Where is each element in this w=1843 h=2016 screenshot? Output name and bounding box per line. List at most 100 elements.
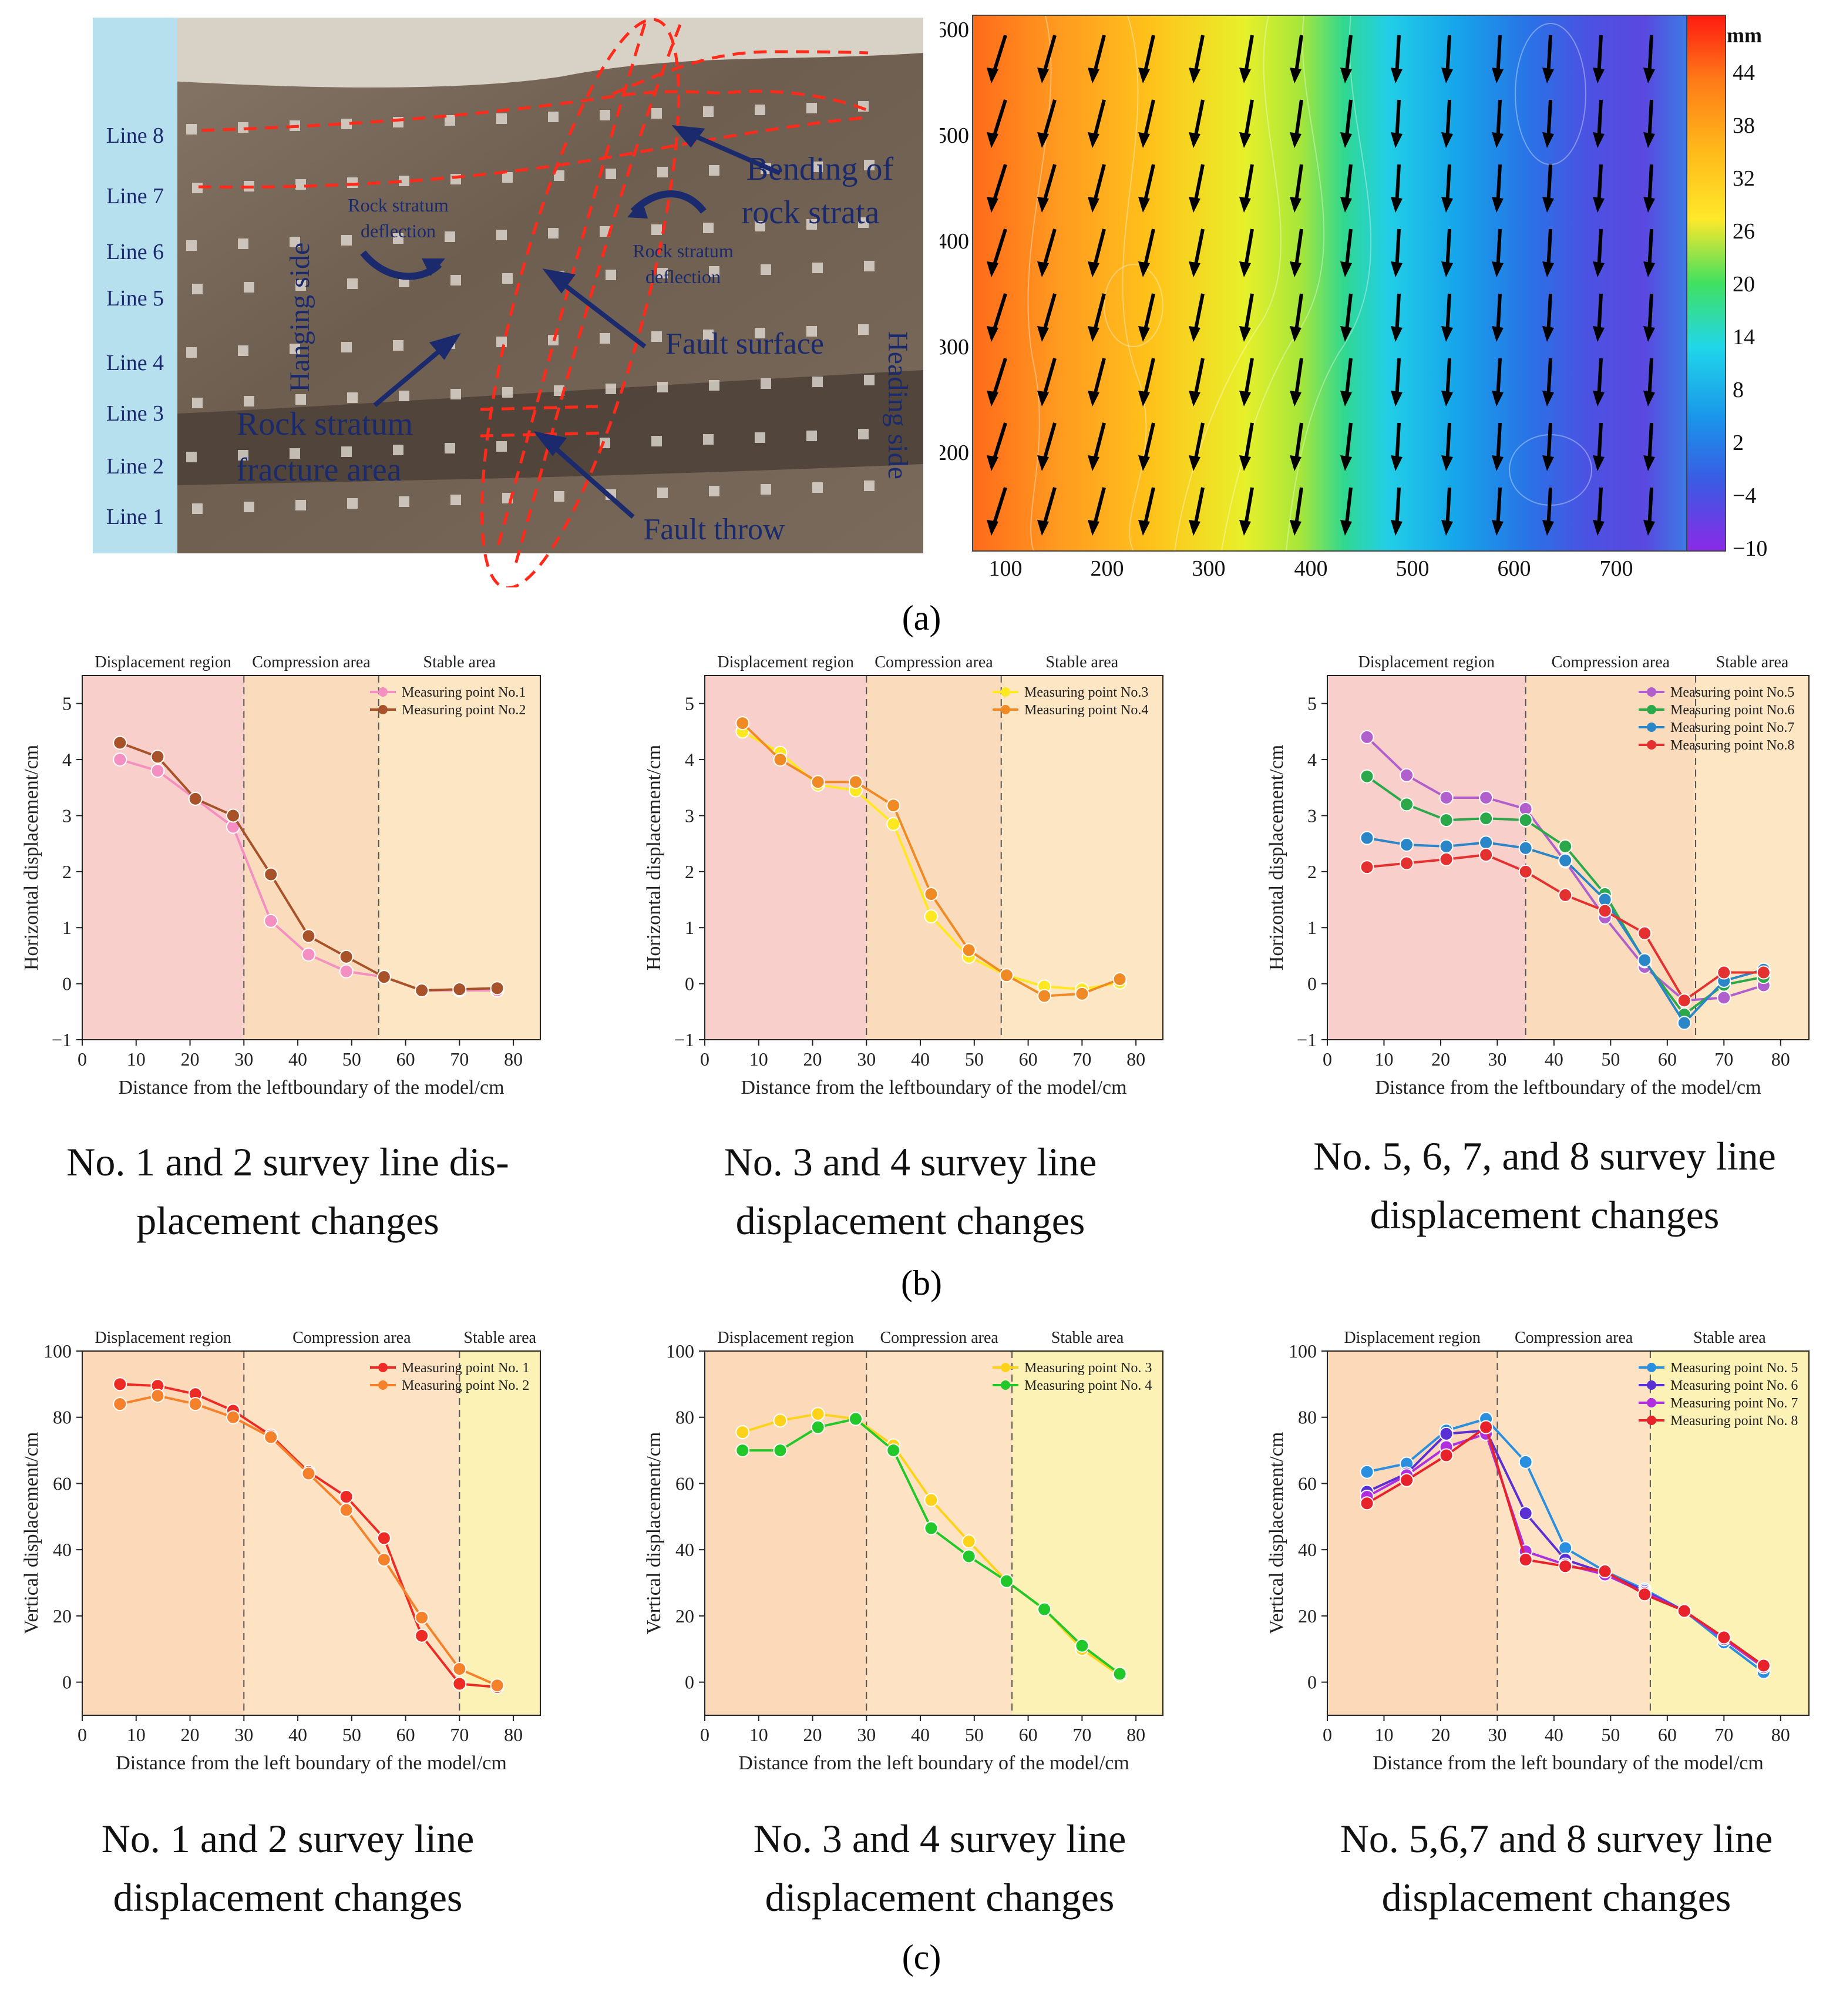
measurement-dot: [606, 270, 616, 280]
bending-label-1: Bending of: [746, 151, 894, 187]
y-tick-label: 0: [62, 973, 72, 994]
measurement-dot: [554, 170, 564, 181]
legend-swatch-marker: [1647, 687, 1656, 697]
measurement-dot: [186, 240, 197, 251]
data-point: [924, 887, 939, 901]
x-tick-label: 0: [700, 1049, 709, 1070]
plot-frame: [704, 675, 1163, 1040]
data-point: [1598, 903, 1612, 918]
legend-label: Measuring point No. 4: [1024, 1378, 1152, 1393]
data-point: [735, 716, 750, 731]
region-label: Stable area: [463, 1329, 536, 1347]
data-point: [1677, 1604, 1691, 1618]
y-tick-label: 2: [1307, 861, 1317, 882]
data-point: [1360, 769, 1374, 784]
line-5-label: Line 5: [106, 286, 164, 311]
data-point: [415, 983, 429, 998]
data-point: [1075, 986, 1089, 1001]
vector-arrowhead: [1290, 261, 1301, 277]
data-point: [1598, 1564, 1612, 1578]
line-8-label: Line 8: [106, 123, 164, 148]
data-point: [848, 775, 863, 789]
data-point: [961, 943, 976, 957]
plot-frame: [1327, 675, 1810, 1040]
region-band: [378, 676, 540, 1040]
region-label: Compression area: [292, 1329, 411, 1347]
line-2-label: Line 2: [106, 454, 164, 479]
legend-label: Measuring point No.8: [1670, 738, 1794, 753]
caption-c3: No. 5,6,7 and 8 survey line displacement…: [1269, 1809, 1843, 1927]
colorbar-tick: 8: [1733, 378, 1744, 402]
x-tick-label: 30: [234, 1049, 253, 1070]
data-point: [113, 1397, 127, 1412]
measurement-dot: [657, 382, 668, 392]
region-band: [705, 1351, 867, 1715]
measurement-dot: [657, 167, 668, 177]
fracture-label-2: fracture area: [236, 452, 401, 488]
y-tick-label: 40: [1298, 1539, 1317, 1560]
fault-throw-upper: [480, 405, 598, 411]
line-4-label: Line 4: [106, 351, 164, 375]
vector-arrowhead: [1088, 391, 1099, 406]
legend-swatch-marker: [1647, 723, 1656, 732]
x-tick-label: 60: [1658, 1724, 1677, 1745]
vector-arrowhead: [1593, 68, 1605, 83]
fault-line-left: [496, 23, 647, 547]
vector-arrowhead: [1239, 197, 1251, 213]
y-tick-label: 80: [1298, 1407, 1317, 1428]
y-tick-label: 20: [1298, 1605, 1317, 1627]
vector-arrowhead: [1391, 261, 1403, 277]
legend-label: Measuring point No.4: [1024, 703, 1148, 718]
legend-label: Measuring point No. 6: [1670, 1378, 1798, 1393]
x-tick-label: 70: [1072, 1049, 1091, 1070]
data-point: [376, 970, 391, 985]
region-band: [1012, 1351, 1163, 1715]
vector-arrowhead: [1189, 197, 1200, 213]
data-point: [1518, 1553, 1533, 1567]
contour-y-tick: 300: [940, 335, 969, 359]
vector-arrowhead: [1391, 132, 1403, 148]
data-point: [188, 791, 203, 806]
y-tick-label: 1: [1307, 917, 1317, 938]
data-point: [886, 817, 901, 831]
data-point: [810, 775, 825, 789]
colorbar-tick: 26: [1733, 219, 1755, 244]
plot-frame: [82, 1350, 541, 1716]
plot-frame: [82, 675, 541, 1040]
vector-arrowhead: [1138, 326, 1150, 342]
bending-label-2: rock strata: [742, 194, 880, 231]
vector-arrowhead: [1138, 261, 1150, 277]
region-label: Displacement region: [1344, 1329, 1480, 1347]
region-band: [244, 1351, 460, 1715]
vector-arrowhead: [1643, 391, 1655, 406]
vector-arrowhead: [1239, 391, 1251, 406]
vector-arrowhead: [1391, 455, 1403, 471]
measurement-dot: [341, 342, 352, 352]
region-label: Compression area: [875, 653, 993, 671]
y-tick-label: 40: [675, 1539, 694, 1560]
data-point: [999, 1574, 1014, 1588]
vector-arrowhead: [987, 68, 998, 83]
x-tick-label: 40: [288, 1724, 307, 1745]
vector-arrowhead: [1441, 455, 1453, 471]
vector-arrowhead: [1441, 197, 1453, 213]
region-band: [1327, 676, 1526, 1040]
measurement-dot: [290, 448, 300, 459]
y-tick-label: 40: [53, 1539, 72, 1560]
caption-c2-line-2: displacement changes: [765, 1875, 1115, 1920]
vector-arrowhead: [1189, 261, 1200, 277]
data-point: [301, 1466, 316, 1481]
vector-arrowhead: [1492, 261, 1504, 277]
vector-arrowhead: [1290, 68, 1301, 83]
measurement-dot: [347, 392, 358, 403]
x-tick-label: 20: [803, 1049, 822, 1070]
data-point: [1439, 1448, 1454, 1463]
measurement-dot: [864, 481, 875, 491]
x-tick-label: 70: [1072, 1724, 1091, 1745]
vector-arrowhead: [1441, 68, 1453, 83]
legend-label: Measuring point No.2: [402, 703, 526, 718]
measurement-dot: [347, 278, 358, 289]
vector-arrowhead: [1441, 261, 1453, 277]
legend-label: Measuring point No.5: [1670, 685, 1794, 700]
vector-arrowhead: [987, 261, 998, 277]
